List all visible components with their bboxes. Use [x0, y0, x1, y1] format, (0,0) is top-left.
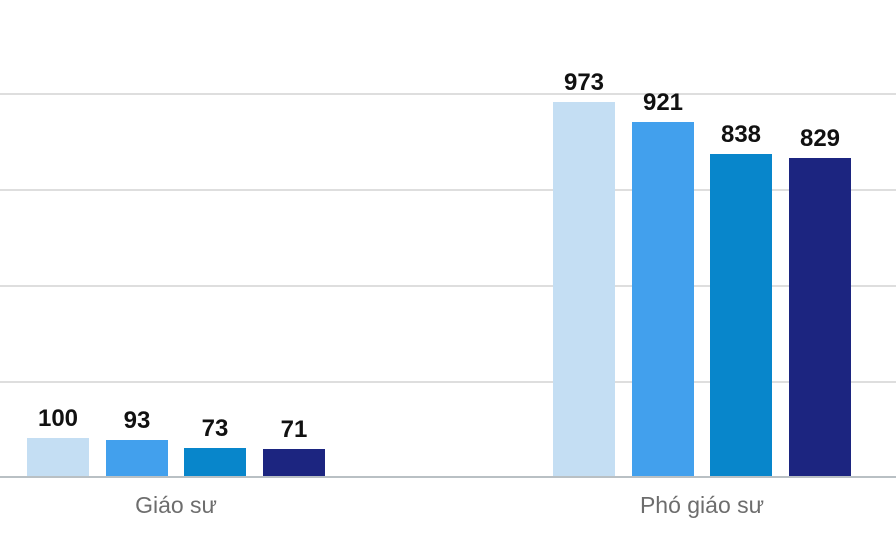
bar	[106, 440, 168, 476]
gridline	[0, 285, 896, 287]
bar-value-label: 73	[201, 415, 229, 442]
bar-value-label: 921	[642, 89, 684, 116]
bar-value-label: 829	[799, 125, 841, 152]
bar-value-label: 71	[280, 416, 308, 443]
bar	[632, 122, 694, 476]
category-label-pho-giao-su: Phó giáo sư	[639, 492, 765, 518]
x-axis-line	[0, 476, 896, 478]
category-label-giao-su: Giáo sư	[135, 492, 217, 518]
bar	[184, 448, 246, 476]
gridline	[0, 93, 896, 95]
bar-value-label: 93	[123, 407, 151, 434]
bar-value-label: 100	[37, 405, 79, 432]
bar	[553, 102, 615, 476]
gridline	[0, 189, 896, 191]
bar	[27, 438, 89, 476]
gridline	[0, 381, 896, 383]
bar	[263, 449, 325, 476]
bar	[710, 154, 772, 476]
bar	[789, 158, 851, 476]
bar-value-label: 838	[720, 121, 762, 148]
bar-value-label: 973	[563, 69, 605, 96]
